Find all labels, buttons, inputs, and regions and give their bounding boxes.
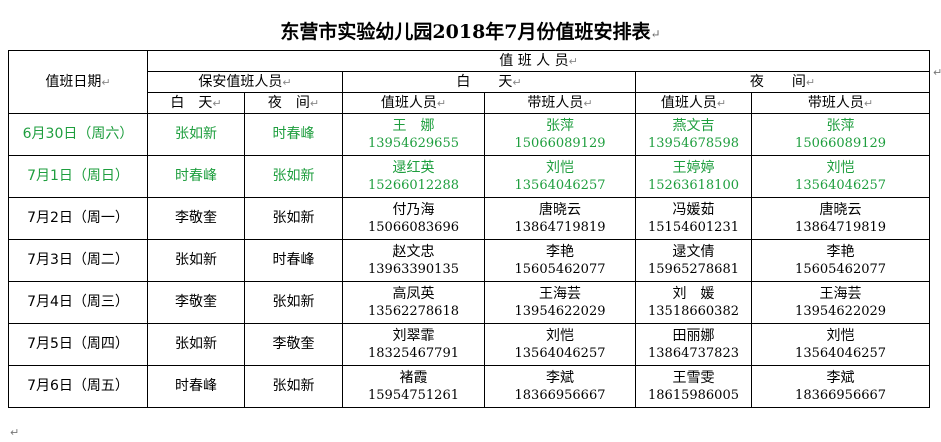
security-night-cell: 张如新 [244, 365, 343, 408]
night-lead-cell: 刘恺 13564046257 [750, 323, 931, 366]
date-cell: 7月6日（周五） [8, 365, 148, 408]
night-duty-cell: 刘 媛 13518660382 [635, 281, 752, 324]
date-cell: 7月3日（周二） [8, 239, 148, 282]
header-staff: 值 班 人 员↵ [146, 50, 931, 72]
header-date: 值班日期↵ [8, 50, 148, 114]
day-lead-cell: 刘恺 13564046257 [484, 323, 636, 366]
header-row-2: 保安值班人员↵ 白 天↵ 夜 间↵ [9, 71, 931, 93]
header-night-duty: 值班人员↵ [635, 92, 752, 114]
night-lead-cell: 刘恺 13564046257 [750, 155, 931, 198]
night-duty-cell: 田丽娜 13864737823 [635, 323, 752, 366]
day-duty-cell: 付乃海 15066083696 [342, 197, 485, 240]
night-duty-cell: 燕文吉 13954678598 [635, 113, 752, 156]
night-lead-cell: 唐晓云 13864719819 [750, 197, 931, 240]
header-day-lead: 带班人员↵ [484, 92, 636, 114]
night-duty-cell: 王雪雯 18615986005 [635, 365, 752, 408]
security-day-cell: 张如新 [147, 323, 245, 366]
header-sec-night: 夜 间↵ [244, 92, 343, 114]
security-day-cell: 张如新 [147, 113, 245, 156]
day-lead-cell: 李艳 15605462077 [484, 239, 636, 282]
table-row: 7月4日（周三） 李敬奎 张如新 高凤英 13562278618 王海芸 13954… [8, 281, 931, 324]
night-lead-cell: 李艳 15605462077 [750, 239, 931, 282]
day-duty-cell: 刘翠霏 18325467791 [342, 323, 485, 366]
night-lead-cell: 王海芸 13954622029 [750, 281, 931, 324]
table-row: 7月1日（周日） 时春峰 张如新 逯红英 15266012288 刘恺 135640… [8, 155, 931, 198]
table-row: 7月2日（周一） 李敬奎 张如新 付乃海 15066083696 唐晓云 13864… [8, 197, 931, 240]
header-row-1: 值班日期↵ 值 班 人 员↵ [8, 50, 931, 114]
security-day-cell: 李敬奎 [147, 281, 245, 324]
header-day-duty: 值班人员↵ [342, 92, 485, 114]
night-duty-cell: 王婷婷 15263618100 [635, 155, 752, 198]
paragraph-mark-icon: ↵ [10, 426, 20, 439]
day-duty-cell: 高凤英 13562278618 [342, 281, 485, 324]
header-row-3: 白 天↵ 夜 间↵ 值班人员↵ 带班人员↵ 值班人员↵ 带班人员↵ [9, 92, 931, 114]
header-sec-day: 白 天↵ [147, 92, 245, 114]
security-night-cell: 时春峰 [244, 239, 343, 282]
table-row: 7月5日（周四） 张如新 李敬奎 刘翠霏 18325467791 刘恺 135640… [8, 323, 931, 366]
header-night: 夜 间↵ [634, 71, 931, 93]
night-lead-cell: 张萍 15066089129 [750, 113, 931, 156]
day-lead-cell: 刘恺 13564046257 [484, 155, 636, 198]
security-night-cell: 张如新 [244, 155, 343, 198]
day-duty-cell: 逯红英 15266012288 [342, 155, 485, 198]
date-cell: 6月30日（周六） [8, 113, 148, 156]
day-lead-cell: 李斌 18366956667 [484, 365, 636, 408]
security-night-cell: 时春峰 [244, 113, 343, 156]
security-day-cell: 时春峰 [147, 365, 245, 408]
paragraph-mark-icon: ↵ [933, 66, 941, 79]
security-night-cell: 李敬奎 [244, 323, 343, 366]
security-day-cell: 李敬奎 [147, 197, 245, 240]
security-day-cell: 张如新 [147, 239, 245, 282]
day-lead-cell: 王海芸 13954622029 [484, 281, 636, 324]
duty-schedule-table: 值班日期↵ 值 班 人 员↵ 保安值班人员↵ 白 天↵ 夜 间↵ 白 天↵ 夜 … [8, 50, 931, 408]
date-cell: 7月4日（周三） [8, 281, 148, 324]
night-duty-cell: 冯媛茹 15154601231 [635, 197, 752, 240]
page-title: 东营市实验幼儿园2018年7月份值班安排表↵ [280, 21, 661, 43]
day-duty-cell: 王 娜 13954629655 [342, 113, 485, 156]
date-cell: 7月1日（周日） [8, 155, 148, 198]
security-day-cell: 时春峰 [147, 155, 245, 198]
security-night-cell: 张如新 [244, 281, 343, 324]
day-lead-cell: 唐晓云 13864719819 [484, 197, 636, 240]
day-lead-cell: 张萍 15066089129 [484, 113, 636, 156]
date-cell: 7月5日（周四） [8, 323, 148, 366]
date-cell: 7月2日（周一） [8, 197, 148, 240]
paragraph-mark-icon: ↵ [650, 27, 661, 41]
day-duty-cell: 褚霞 15954751261 [342, 365, 485, 408]
header-night-lead: 带班人员↵ [750, 92, 931, 114]
day-duty-cell: 赵文忠 13963390135 [342, 239, 485, 282]
table-row: 7月3日（周二） 张如新 时春峰 赵文忠 13963390135 李艳 156054… [8, 239, 931, 282]
night-duty-cell: 逯文倩 15965278681 [635, 239, 752, 282]
header-security: 保安值班人员↵ [147, 71, 343, 93]
night-lead-cell: 李斌 18366956667 [750, 365, 931, 408]
header-day: 白 天↵ [342, 71, 636, 93]
security-night-cell: 张如新 [244, 197, 343, 240]
table-row: 7月6日（周五） 时春峰 张如新 褚霞 15954751261 李斌 1836695… [8, 365, 931, 408]
table-row: 6月30日（周六） 张如新 时春峰 王 娜 13954629655 张萍 15066… [8, 113, 931, 156]
